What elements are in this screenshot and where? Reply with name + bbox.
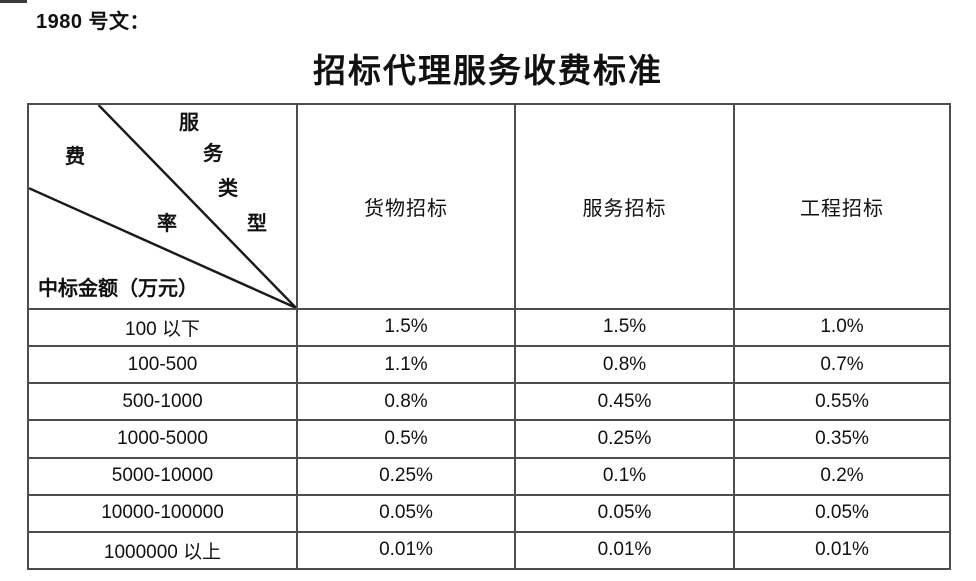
table-row: 500-1000 0.8% 0.45% 0.55% [27,382,951,422]
rate-cell: 1.0% [733,307,951,348]
column-header-goods: 货物招标 [296,103,516,310]
rate-cell: 0.05% [514,493,735,533]
corner-label-service-type-char: 务 [203,143,223,165]
rate-cell: 0.05% [733,493,951,533]
table-row: 5000-10000 0.25% 0.1% 0.2% [27,456,951,496]
rate-cell: 0.01% [296,530,516,571]
table-row: 10000-100000 0.05% 0.05% 0.05% [27,493,951,533]
rate-cell: 0.25% [514,419,735,459]
column-header-service: 服务招标 [514,103,735,310]
rate-cell: 1.5% [514,307,735,348]
corner-label-fee-rate-char: 费 [65,146,85,168]
rate-cell: 1.1% [296,345,516,385]
rate-cell: 0.25% [296,456,516,496]
rate-cell: 0.05% [296,493,516,533]
table-row: 1000-5000 0.5% 0.25% 0.35% [27,419,951,459]
diagonal-header-cell: 服 务 类 型 费 率 中标金额（万元） [27,103,298,310]
rate-cell: 0.8% [514,345,735,385]
amount-range-cell: 5000-10000 [27,456,298,496]
amount-range-cell: 500-1000 [27,382,298,422]
table-header-row: 服 务 类 型 费 率 中标金额（万元） 货物招标 服务招标 工程招标 [27,103,951,310]
table-row: 100 以下 1.5% 1.5% 1.0% [27,307,951,348]
corner-label-fee-rate-char: 率 [157,213,177,235]
amount-range-cell: 100 以下 [27,307,298,348]
page-title: 招标代理服务收费标准 [313,54,663,90]
rate-cell: 0.5% [296,419,516,459]
rate-cell: 0.55% [733,382,951,422]
amount-range-cell: 1000000 以上 [27,530,298,571]
corner-label-service-type-char: 型 [247,213,267,235]
fee-standard-table: 服 务 类 型 费 率 中标金额（万元） 货物招标 服务招标 工程招标 100 … [27,103,951,571]
rate-cell: 0.01% [733,530,951,571]
corner-label-service-type-char: 类 [218,178,238,200]
page-edge-artifact [0,0,27,3]
rate-cell: 0.01% [514,530,735,571]
corner-label-service-type-char: 服 [179,112,199,134]
amount-range-cell: 100-500 [27,345,298,385]
document-reference: 1980 号文： [36,11,151,33]
rate-cell: 0.35% [733,419,951,459]
amount-range-cell: 10000-100000 [27,493,298,533]
amount-range-cell: 1000-5000 [27,419,298,459]
rate-cell: 1.5% [296,307,516,348]
column-header-works: 工程招标 [733,103,951,310]
diagonal-lines [30,105,295,307]
rate-cell: 0.45% [514,382,735,422]
table-row: 1000000 以上 0.01% 0.01% 0.01% [27,530,951,571]
corner-label-amount: 中标金额（万元） [38,277,198,300]
rate-cell: 0.2% [733,456,951,496]
rate-cell: 0.1% [514,456,735,496]
table-row: 100-500 1.1% 0.8% 0.7% [27,345,951,385]
rate-cell: 0.7% [733,345,951,385]
rate-cell: 0.8% [296,382,516,422]
